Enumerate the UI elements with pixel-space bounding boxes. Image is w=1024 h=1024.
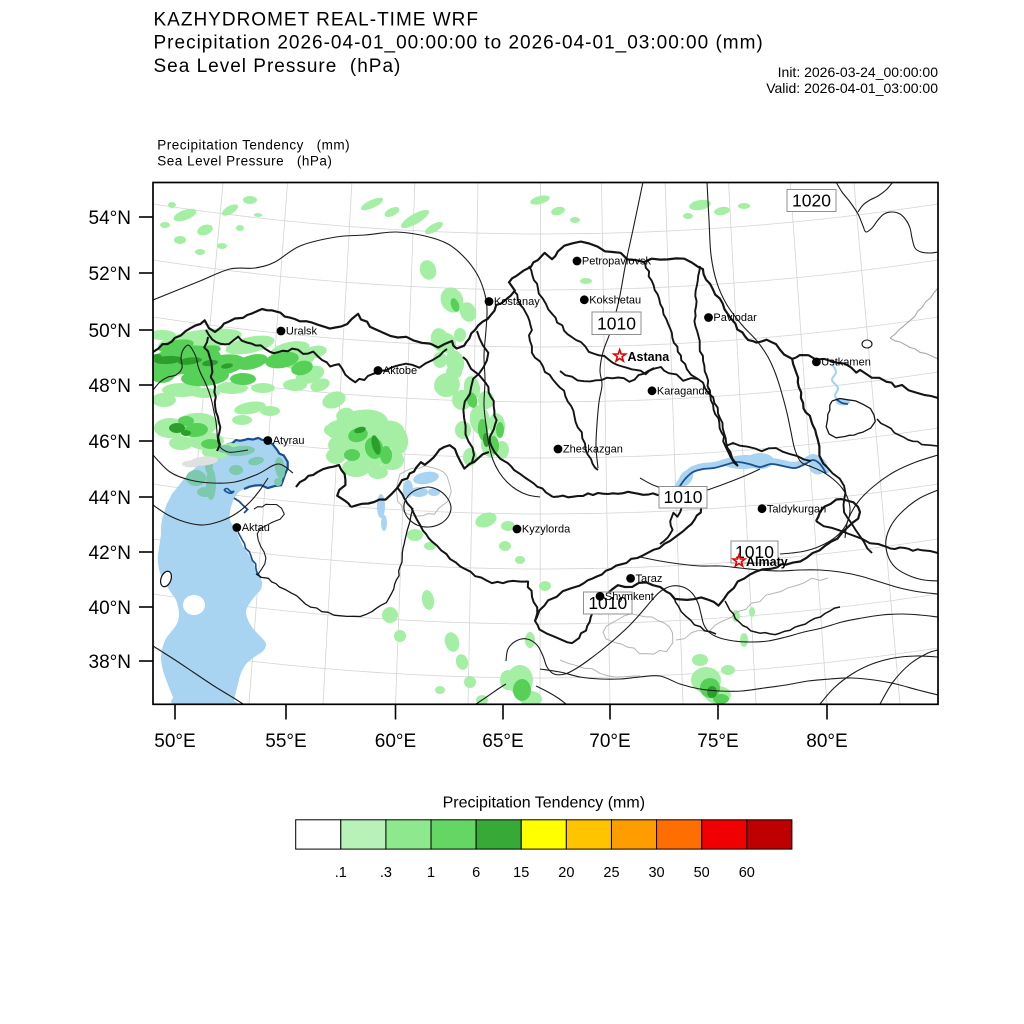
svg-text:20: 20 bbox=[558, 865, 574, 881]
svg-text:42°N: 42°N bbox=[89, 543, 131, 564]
svg-text:.3: .3 bbox=[380, 865, 392, 881]
svg-text:60: 60 bbox=[739, 865, 755, 881]
svg-text:Almaty: Almaty bbox=[746, 555, 788, 569]
svg-text:50°N: 50°N bbox=[89, 321, 131, 342]
svg-text:65°E: 65°E bbox=[482, 731, 523, 752]
svg-text:Karaganda: Karaganda bbox=[657, 385, 712, 397]
svg-text:75°E: 75°E bbox=[697, 731, 738, 752]
svg-text:46°N: 46°N bbox=[89, 432, 131, 453]
svg-text:25: 25 bbox=[603, 865, 619, 881]
svg-text:44°N: 44°N bbox=[89, 488, 131, 509]
svg-text:Kyzylorda: Kyzylorda bbox=[522, 524, 571, 536]
svg-text:Taldykurgan: Taldykurgan bbox=[767, 503, 826, 515]
svg-text:Kostanay: Kostanay bbox=[494, 296, 540, 308]
svg-text:52°N: 52°N bbox=[89, 264, 131, 285]
svg-text:50: 50 bbox=[694, 865, 710, 881]
svg-text:Zheskazgan: Zheskazgan bbox=[563, 444, 623, 456]
svg-text:Valid: 2026-04-01_03:00:00: Valid: 2026-04-01_03:00:00 bbox=[766, 80, 938, 96]
svg-text:55°E: 55°E bbox=[265, 731, 306, 752]
svg-text:1010: 1010 bbox=[597, 314, 636, 334]
svg-text:Precipitation Tendency (mm): Precipitation Tendency (mm) bbox=[157, 138, 350, 153]
svg-text:60°E: 60°E bbox=[375, 731, 416, 752]
svg-text:Uralsk: Uralsk bbox=[286, 326, 318, 338]
svg-text:KAZHYDROMET REAL-TIME WRF: KAZHYDROMET REAL-TIME WRF bbox=[154, 10, 480, 31]
svg-text:1: 1 bbox=[427, 865, 435, 881]
svg-text:Precipitation Tendency (mm): Precipitation Tendency (mm) bbox=[443, 795, 645, 812]
svg-text:Init: 2026-03-24_00:00:00: Init: 2026-03-24_00:00:00 bbox=[778, 64, 939, 80]
svg-text:Aktobe: Aktobe bbox=[383, 365, 417, 377]
svg-text:54°N: 54°N bbox=[89, 208, 131, 229]
svg-text:40°N: 40°N bbox=[89, 598, 131, 619]
svg-text:15: 15 bbox=[513, 865, 529, 881]
svg-text:Kokshetau: Kokshetau bbox=[589, 294, 641, 306]
svg-text:1010: 1010 bbox=[735, 542, 774, 562]
svg-text:Ustkamen: Ustkamen bbox=[821, 357, 871, 369]
svg-text:Taraz: Taraz bbox=[636, 573, 663, 585]
svg-text:Pavlodar: Pavlodar bbox=[713, 312, 757, 324]
svg-text:Aktau: Aktau bbox=[242, 522, 270, 534]
svg-text:1020: 1020 bbox=[792, 191, 831, 211]
svg-text:48°N: 48°N bbox=[89, 376, 131, 397]
svg-text:.1: .1 bbox=[335, 865, 347, 881]
svg-text:Precipitation 2026-04-01_00:00: Precipitation 2026-04-01_00:00:00 to 202… bbox=[154, 33, 764, 54]
svg-text:Petropavlovsk: Petropavlovsk bbox=[582, 256, 652, 268]
svg-text:Atyrau: Atyrau bbox=[273, 435, 305, 447]
svg-text:1010: 1010 bbox=[664, 487, 703, 507]
svg-text:Astana: Astana bbox=[628, 350, 671, 364]
svg-text:6: 6 bbox=[472, 865, 480, 881]
svg-text:70°E: 70°E bbox=[589, 731, 630, 752]
svg-text:Shymkent: Shymkent bbox=[605, 591, 654, 603]
svg-text:50°E: 50°E bbox=[154, 731, 195, 752]
svg-text:Sea Level Pressure (hPa): Sea Level Pressure (hPa) bbox=[154, 56, 402, 77]
svg-text:38°N: 38°N bbox=[89, 652, 131, 673]
svg-text:Sea Level Pressure (hPa): Sea Level Pressure (hPa) bbox=[157, 154, 332, 169]
svg-text:30: 30 bbox=[648, 865, 664, 881]
svg-text:80°E: 80°E bbox=[806, 731, 847, 752]
